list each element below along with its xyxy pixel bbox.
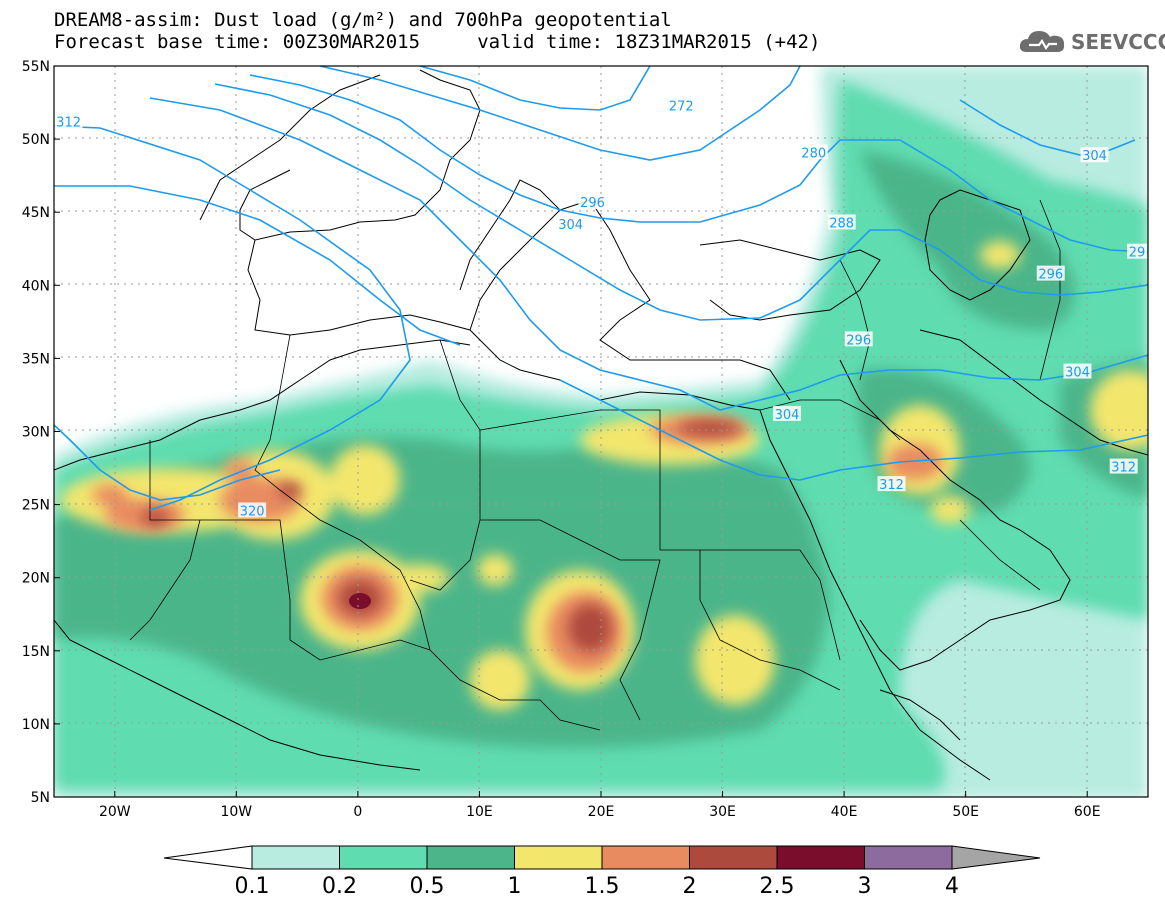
longitude-label: 40E	[831, 804, 858, 820]
contour-label: 320	[240, 504, 265, 519]
dust-level-2.5	[349, 593, 371, 609]
contour-label-bg	[1127, 243, 1148, 259]
colorbar-swatch	[864, 845, 953, 870]
seevccc-logo: SEEVCCC	[1017, 26, 1165, 58]
longitude-label: 20E	[588, 804, 615, 820]
latitude-label: 55N	[22, 59, 50, 75]
colorbar-tick-label: 2.5	[760, 874, 795, 899]
contour-label-bg	[667, 97, 696, 113]
contour-label: 304	[558, 218, 583, 233]
contour-label: 304	[1065, 366, 1090, 381]
contour-label: 280	[801, 146, 826, 161]
contour-label-bg	[827, 214, 856, 230]
colorbar-tick-label: 0.2	[322, 874, 357, 899]
colorbar: 0.1 0.2 0.5 1 1.5 2 2.5 3 4	[163, 845, 1041, 899]
contour-label-bg	[238, 502, 267, 518]
latitude-label: 30N	[22, 425, 50, 441]
colorbar-arrow-right	[951, 845, 1041, 870]
contour-label: 296	[846, 333, 871, 348]
latitude-label: 45N	[22, 205, 50, 221]
contour-label-bg	[799, 144, 828, 160]
contour-label-bg	[578, 193, 607, 209]
colorbar-tick-label: 2	[683, 874, 697, 899]
latitude-labels: 55N 50N 45N 40N 35N 30N 25N 20N 15N 10N 5N	[22, 59, 60, 806]
geopotential-contours	[54, 66, 1148, 511]
dust-level-0.5-caspian	[860, 150, 1075, 330]
longitude-label: 0	[353, 804, 362, 820]
latitude-label: 25N	[22, 498, 50, 514]
colorbar-tick-label: 1.5	[585, 874, 620, 899]
latitude-label: 15N	[22, 644, 50, 660]
cloud-logo-icon	[1019, 31, 1065, 52]
contour-label-bg	[877, 476, 906, 492]
latitude-label: 40N	[22, 278, 50, 294]
colorbar-swatch	[601, 845, 690, 870]
contour-label-bg	[556, 215, 585, 231]
contour-label: 296	[1038, 268, 1063, 283]
contour-label-bg	[772, 405, 801, 421]
contour-label-bg	[1109, 458, 1138, 474]
contour-label-bg	[54, 113, 83, 129]
map-title: DREAM8-assim: Dust load (g/m²) and 700hP…	[54, 9, 672, 31]
contour-label: 296	[580, 196, 605, 211]
colorbar-swatch	[776, 845, 865, 870]
contour-labels: 312 272 280 296 304 288 296 304 296 29 304 304 312 31…	[54, 97, 1148, 519]
contour-label-bg	[1080, 147, 1109, 163]
contour-label-bg	[1036, 265, 1065, 281]
contour-label: 29	[1129, 246, 1146, 261]
contour-label-bg	[844, 331, 873, 347]
country-borders	[129, 199, 1061, 731]
colorbar-swatch	[514, 845, 603, 870]
contour-label: 312	[1111, 461, 1136, 476]
latitude-label: 20N	[22, 571, 50, 587]
colorbar-tick-label: 4	[945, 874, 959, 899]
map-subtitle: Forecast base time: 00Z30MAR2015 valid t…	[54, 31, 821, 53]
colorbar-swatch	[426, 845, 515, 870]
longitude-label: 30E	[709, 804, 736, 820]
logo-text: SEEVCCC	[1071, 30, 1165, 54]
colorbar-tick-label: 3	[858, 874, 872, 899]
contour-label: 312	[879, 478, 904, 493]
longitude-label: 10W	[220, 804, 252, 820]
latitude-label: 5N	[31, 790, 50, 806]
contour-label: 312	[56, 116, 81, 131]
contour-label: 304	[775, 408, 800, 423]
colorbar-tick-label: 1	[508, 874, 522, 899]
longitude-label: 10E	[466, 804, 493, 820]
latitude-label: 50N	[22, 132, 50, 148]
colorbar-swatch	[689, 845, 778, 870]
longitude-label: 20W	[99, 804, 131, 820]
contour-label-bg	[1063, 363, 1092, 379]
colorbar-swatch	[251, 845, 340, 870]
longitude-label: 60E	[1074, 804, 1101, 820]
colorbar-arrow-left	[163, 845, 253, 870]
latitude-label: 10N	[22, 717, 50, 733]
colorbar-tick-label: 0.5	[410, 874, 445, 899]
contour-label: 288	[829, 216, 854, 231]
colorbar-tick-labels: 0.1 0.2 0.5 1 1.5 2 2.5 3 4	[235, 874, 960, 899]
contour-label: 304	[1082, 149, 1107, 164]
colorbar-tick-label: 0.1	[235, 874, 270, 899]
latitude-label: 35N	[22, 351, 50, 367]
contour-label: 272	[669, 99, 694, 114]
colorbar-swatches	[251, 845, 953, 870]
longitude-label: 50E	[952, 804, 979, 820]
longitude-labels: 20W 10W 0 10E 20E 30E 40E 50E 60E	[99, 791, 1101, 820]
colorbar-swatch	[339, 845, 428, 870]
